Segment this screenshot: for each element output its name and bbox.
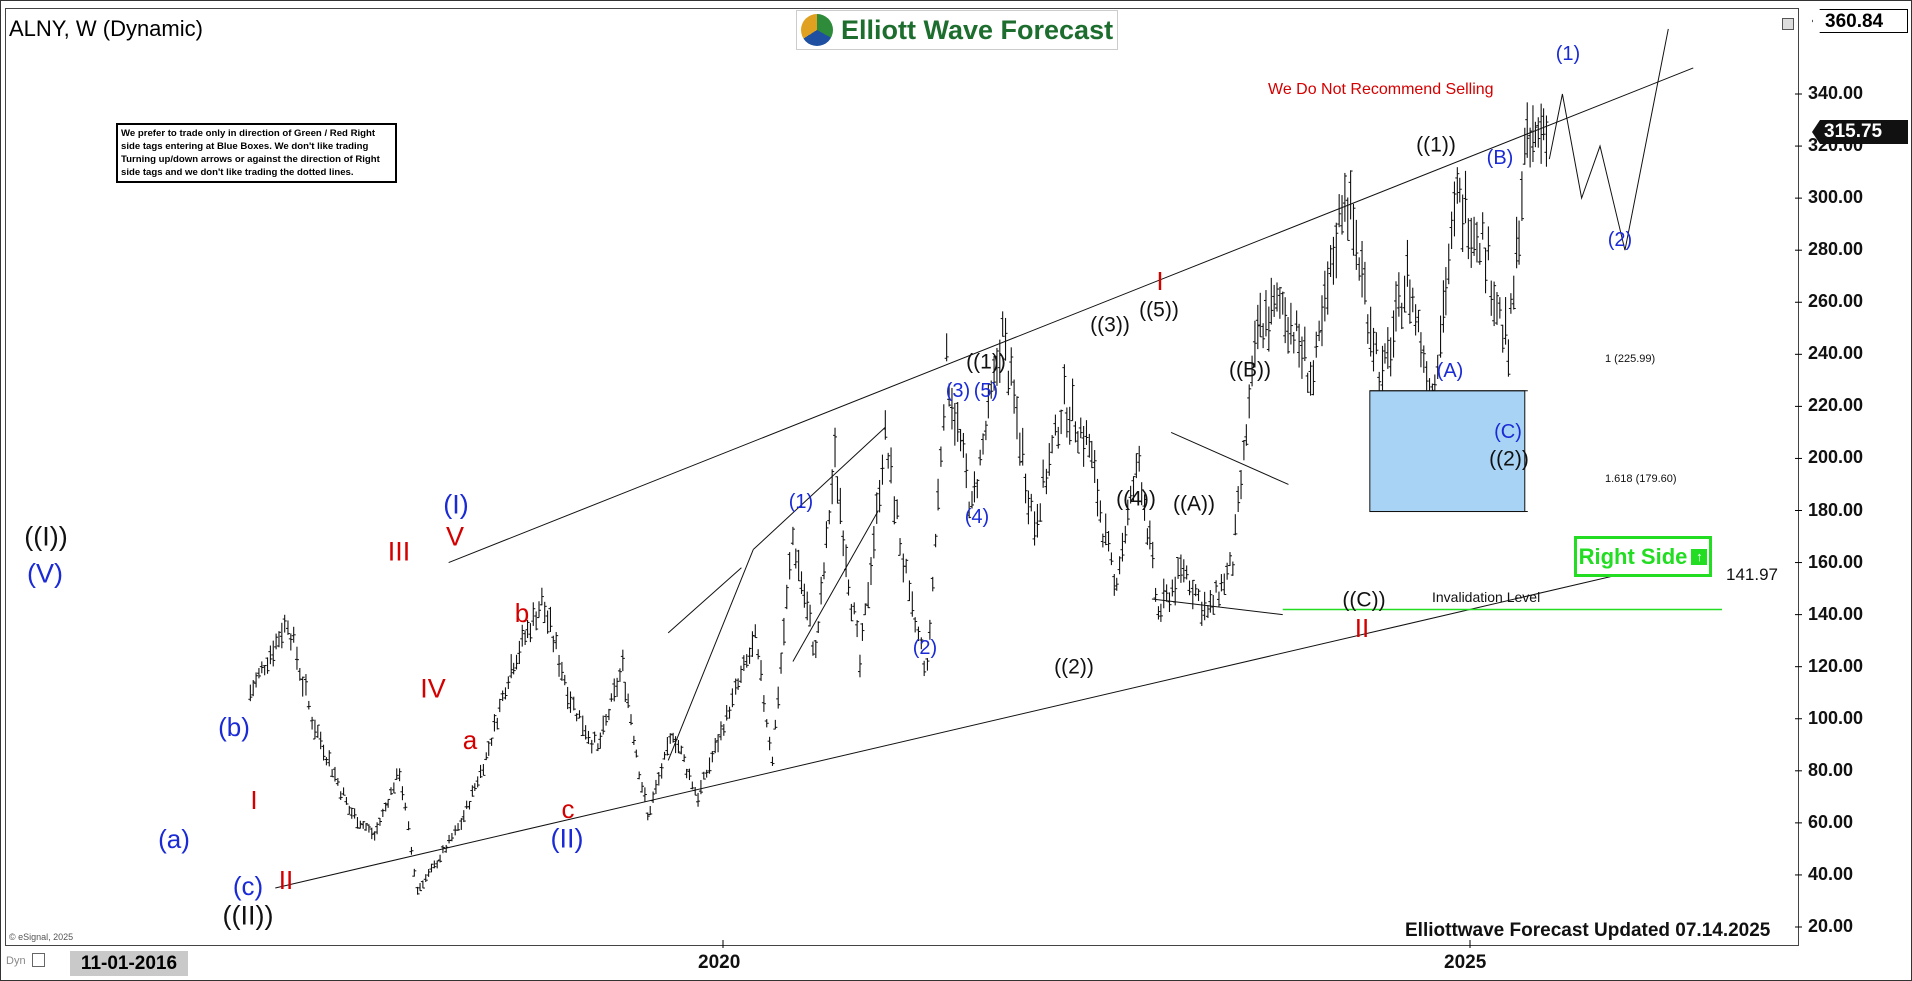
wave-label: (b) bbox=[218, 712, 250, 742]
doc-icon[interactable] bbox=[32, 953, 45, 967]
channel-lower-line bbox=[275, 556, 1694, 889]
wedge-line bbox=[667, 567, 742, 634]
right-side-tag: Right Side ↑ bbox=[1574, 536, 1712, 577]
wave-label: (II) bbox=[550, 823, 584, 854]
wave-label: II bbox=[278, 865, 294, 895]
wave-label: (V) bbox=[27, 558, 63, 589]
y-tick-label: 220.00 bbox=[1808, 395, 1864, 416]
x-tick-2020: 2020 bbox=[698, 952, 741, 973]
fib-1618-label: 1.618 (179.60) bbox=[1605, 473, 1677, 485]
symbol-title: ALNY, W (Dynamic) bbox=[9, 16, 203, 41]
wave-label: c bbox=[561, 794, 575, 824]
x-tick-2025: 2025 bbox=[1444, 952, 1487, 973]
wedge-line bbox=[1170, 431, 1289, 485]
wave-label: III bbox=[387, 536, 411, 567]
wave-label: (1) bbox=[788, 491, 814, 513]
wave-label: (2) bbox=[1607, 229, 1633, 251]
cursor-date: 11-01-2016 bbox=[70, 951, 188, 976]
channel-upper-line bbox=[448, 67, 1694, 564]
blue-box-zone bbox=[1369, 390, 1526, 513]
invalidation-value: 141.97 bbox=[1726, 565, 1778, 584]
wave-label: ((1)) bbox=[1416, 133, 1456, 157]
wave-label: ((1)) bbox=[966, 350, 1006, 374]
invalidation-label: Invalidation Level bbox=[1432, 589, 1541, 605]
wave-label: ((2)) bbox=[1489, 447, 1529, 471]
wave-label: (5) bbox=[973, 380, 999, 402]
logo-icon bbox=[801, 14, 833, 46]
y-tick-label: 140.00 bbox=[1808, 603, 1864, 624]
up-arrow-icon: ↑ bbox=[1691, 548, 1708, 565]
wedge-line bbox=[667, 549, 754, 761]
wave-label: V bbox=[445, 521, 465, 552]
wave-label: ((4)) bbox=[1116, 487, 1156, 511]
wave-label: (B) bbox=[1486, 147, 1514, 169]
logo-text: Elliott Wave Forecast bbox=[841, 14, 1114, 45]
y-tick-label: 100.00 bbox=[1808, 707, 1864, 728]
right-side-label: Right Side bbox=[1578, 543, 1688, 569]
wave-label: ((I)) bbox=[24, 521, 68, 552]
wedge-line bbox=[752, 426, 886, 550]
wave-label: ((II)) bbox=[222, 900, 274, 931]
brand-logo: Elliott Wave Forecast bbox=[796, 10, 1118, 50]
wave-label: ((5)) bbox=[1139, 298, 1179, 322]
wave-label: (c) bbox=[232, 871, 264, 901]
wave-label: I bbox=[1156, 266, 1164, 296]
wave-label: ((B)) bbox=[1229, 358, 1271, 382]
wave-label: (4) bbox=[964, 506, 990, 528]
y-tick-label: 40.00 bbox=[1808, 863, 1854, 884]
y-tick-label: 120.00 bbox=[1808, 655, 1864, 676]
y-tick-label: 200.00 bbox=[1808, 447, 1864, 468]
fib-1-label: 1 (225.99) bbox=[1605, 353, 1656, 365]
wave-label: (2) bbox=[912, 637, 938, 659]
wave-label: (a) bbox=[158, 824, 190, 854]
wave-label: (A) bbox=[1436, 360, 1464, 382]
wave-label: ((2)) bbox=[1054, 655, 1094, 679]
y-tick-label: 60.00 bbox=[1808, 811, 1854, 832]
y-tick-label: 340.00 bbox=[1808, 83, 1864, 103]
wave-label: ((3)) bbox=[1090, 313, 1130, 337]
y-tick-label: 280.00 bbox=[1808, 239, 1864, 260]
y-tick-label: 240.00 bbox=[1808, 343, 1864, 364]
y-tick-label: 80.00 bbox=[1808, 759, 1854, 780]
window-restore-icon[interactable] bbox=[1782, 18, 1794, 30]
wave-label: (I) bbox=[443, 489, 469, 520]
sell-warning: We Do Not Recommend Selling bbox=[1268, 81, 1494, 98]
wave-label: ((A)) bbox=[1173, 492, 1215, 516]
wave-label: IV bbox=[420, 673, 446, 704]
plot-area[interactable] bbox=[5, 8, 1799, 946]
y-tick-label: 180.00 bbox=[1808, 499, 1864, 520]
wave-label: (C) bbox=[1494, 421, 1522, 443]
dyn-label: Dyn bbox=[6, 955, 26, 967]
high-price-tag: 360.84 bbox=[1812, 9, 1908, 33]
wedge-line bbox=[1151, 598, 1283, 616]
esignal-copyright: © eSignal, 2025 bbox=[9, 932, 74, 942]
wedge-line bbox=[792, 510, 879, 662]
y-tick-label: 160.00 bbox=[1808, 551, 1864, 572]
last-price-tag: 315.75 bbox=[1812, 120, 1908, 144]
y-tick-label: 20.00 bbox=[1808, 916, 1854, 936]
wave-label: b bbox=[514, 598, 530, 628]
wave-label: (1) bbox=[1555, 43, 1581, 65]
y-tick-label: 260.00 bbox=[1808, 291, 1864, 312]
trading-disclaimer: We prefer to trade only in direction of … bbox=[116, 123, 397, 183]
y-tick-label: 300.00 bbox=[1808, 187, 1864, 208]
projection-path bbox=[1548, 28, 1669, 251]
wave-label: ((C)) bbox=[1342, 588, 1386, 612]
updated-stamp: Elliottwave Forecast Updated 07.14.2025 bbox=[1405, 920, 1771, 941]
wave-label: II bbox=[1354, 613, 1370, 643]
wave-label: (3) bbox=[945, 380, 971, 402]
wave-label: a bbox=[462, 725, 478, 755]
wave-label: I bbox=[250, 785, 258, 815]
